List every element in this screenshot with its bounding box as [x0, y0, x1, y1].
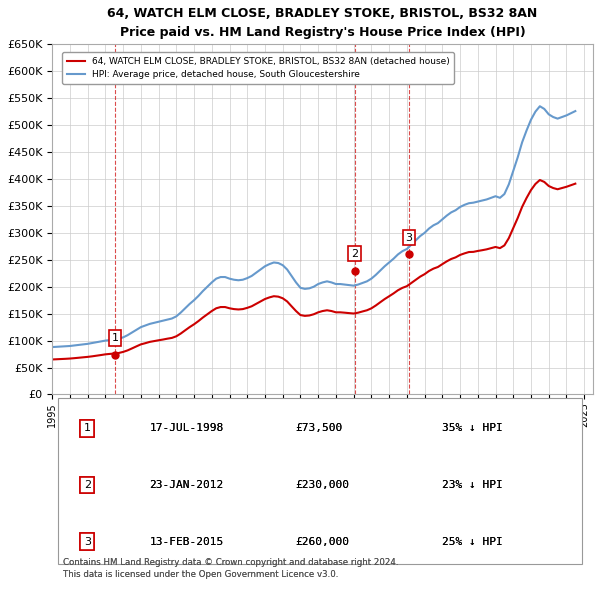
Legend: 64, WATCH ELM CLOSE, BRADLEY STOKE, BRISTOL, BS32 8AN (detached house), HPI: Ave: 64, WATCH ELM CLOSE, BRADLEY STOKE, BRIS…: [62, 53, 454, 84]
Text: 25% ↓ HPI: 25% ↓ HPI: [442, 536, 502, 546]
Text: £73,500: £73,500: [296, 424, 343, 434]
Text: 23% ↓ HPI: 23% ↓ HPI: [442, 480, 502, 490]
Text: Contains HM Land Registry data © Crown copyright and database right 2024.
This d: Contains HM Land Registry data © Crown c…: [63, 559, 398, 579]
Text: 2: 2: [351, 249, 358, 258]
Text: £230,000: £230,000: [296, 480, 350, 490]
Text: 2: 2: [84, 480, 91, 490]
Text: 23-JAN-2012: 23-JAN-2012: [149, 480, 224, 490]
Text: £260,000: £260,000: [296, 536, 350, 546]
Text: 3: 3: [84, 536, 91, 546]
Text: 1: 1: [112, 333, 118, 343]
Text: 13-FEB-2015: 13-FEB-2015: [149, 536, 224, 546]
Text: 23% ↓ HPI: 23% ↓ HPI: [442, 480, 502, 490]
Text: 2: 2: [84, 480, 91, 490]
Title: 64, WATCH ELM CLOSE, BRADLEY STOKE, BRISTOL, BS32 8AN
Price paid vs. HM Land Reg: 64, WATCH ELM CLOSE, BRADLEY STOKE, BRIS…: [107, 7, 538, 39]
Text: 35% ↓ HPI: 35% ↓ HPI: [442, 424, 502, 434]
Text: 1: 1: [84, 424, 91, 434]
Text: £230,000: £230,000: [296, 480, 350, 490]
Text: 35% ↓ HPI: 35% ↓ HPI: [442, 424, 502, 434]
Text: 1: 1: [84, 424, 91, 434]
Text: 23-JAN-2012: 23-JAN-2012: [149, 480, 224, 490]
Text: 17-JUL-1998: 17-JUL-1998: [149, 424, 224, 434]
Text: £73,500: £73,500: [296, 424, 343, 434]
FancyBboxPatch shape: [58, 398, 582, 564]
Text: Contains HM Land Registry data © Crown copyright and database right 2024.
This d: Contains HM Land Registry data © Crown c…: [63, 559, 398, 579]
Text: 3: 3: [406, 232, 412, 242]
Text: £260,000: £260,000: [296, 536, 350, 546]
Text: 13-FEB-2015: 13-FEB-2015: [149, 536, 224, 546]
Text: 3: 3: [84, 536, 91, 546]
Text: 17-JUL-1998: 17-JUL-1998: [149, 424, 224, 434]
Text: 25% ↓ HPI: 25% ↓ HPI: [442, 536, 502, 546]
